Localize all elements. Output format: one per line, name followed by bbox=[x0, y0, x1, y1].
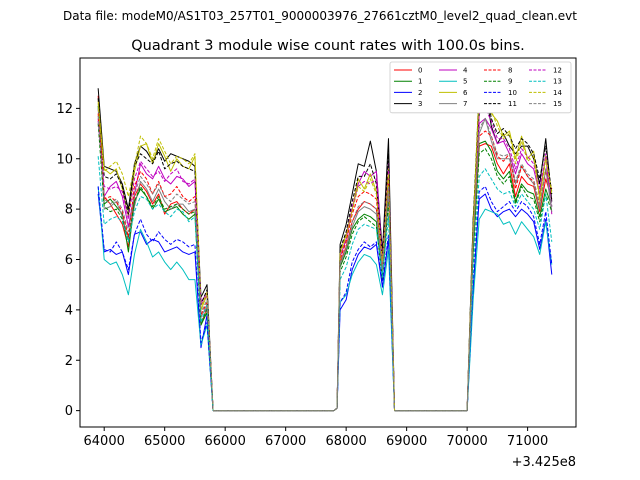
legend-label-12: 12 bbox=[553, 67, 562, 75]
series-1-line-segment-0 bbox=[97, 105, 214, 411]
legend-label-0: 0 bbox=[418, 67, 422, 75]
legend-box bbox=[389, 61, 572, 114]
legend-label-3: 3 bbox=[418, 100, 422, 108]
legend-label-9: 9 bbox=[508, 78, 512, 86]
x-tick-label: 65000 bbox=[144, 434, 185, 449]
legend-label-7: 7 bbox=[463, 100, 467, 108]
series-11-line-segment-0 bbox=[97, 98, 214, 411]
series-10-line-segment-0 bbox=[97, 186, 214, 411]
series-8-line-segment-0 bbox=[97, 113, 214, 411]
legend-label-6: 6 bbox=[463, 89, 468, 97]
legend-label-4: 4 bbox=[463, 67, 468, 75]
y-tick-label: 10 bbox=[56, 152, 73, 167]
legend-label-15: 15 bbox=[553, 100, 562, 108]
x-tick-label: 68000 bbox=[325, 434, 366, 449]
chart-suptitle: Data file: modeM0/AS1T03_257T01_90000039… bbox=[63, 9, 577, 23]
series-9-line-segment-0 bbox=[97, 123, 214, 411]
series-9-line-segment-4 bbox=[466, 148, 553, 411]
series-13-line-segment-4 bbox=[466, 168, 553, 411]
x-offset-label: +3.425e8 bbox=[512, 455, 576, 470]
legend-label-2: 2 bbox=[418, 89, 422, 97]
y-tick-label: 12 bbox=[56, 102, 73, 117]
plot-area bbox=[80, 58, 576, 427]
legend-label-8: 8 bbox=[508, 67, 512, 75]
series-layer bbox=[97, 77, 553, 412]
plot-frame bbox=[79, 57, 577, 428]
x-tick-label: 64000 bbox=[84, 434, 125, 449]
legend-label-14: 14 bbox=[553, 89, 562, 97]
y-tick-label: 8 bbox=[65, 203, 73, 218]
legend-label-10: 10 bbox=[508, 89, 517, 97]
series-11-line-segment-2 bbox=[333, 153, 396, 412]
series-1-line-segment-4 bbox=[466, 140, 553, 411]
series-2-line-segment-4 bbox=[466, 193, 553, 411]
y-tick-label: 6 bbox=[65, 253, 73, 268]
x-tick-label: 66000 bbox=[204, 434, 245, 449]
legend-label-1: 1 bbox=[418, 78, 422, 86]
legend-label-5: 5 bbox=[463, 78, 467, 86]
x-tick-label: 69000 bbox=[386, 434, 427, 449]
series-13-line-segment-0 bbox=[97, 156, 214, 411]
x-tick-label: 70000 bbox=[446, 434, 487, 449]
series-4-line-segment-0 bbox=[97, 118, 214, 411]
x-tick-label: 67000 bbox=[265, 434, 306, 449]
y-tick-label: 2 bbox=[65, 354, 73, 369]
series-0-line-segment-4 bbox=[466, 143, 553, 411]
series-6-line-segment-0 bbox=[97, 100, 214, 411]
series-5-line-segment-0 bbox=[97, 186, 214, 411]
series-12-line-segment-0 bbox=[97, 120, 214, 411]
series-14-line-segment-4 bbox=[466, 82, 553, 411]
series-5-line-segment-4 bbox=[466, 208, 553, 411]
legend-label-11: 11 bbox=[508, 100, 517, 108]
series-2-line-segment-0 bbox=[97, 193, 214, 411]
series-15-line-segment-4 bbox=[466, 117, 553, 411]
series-15-line-segment-2 bbox=[333, 185, 396, 412]
ticks-layer: 64000 65000 66000 67000 68000 69000 70000 71000… bbox=[56, 102, 548, 449]
chart-title: Quadrant 3 module wise count rates with … bbox=[131, 38, 525, 54]
series-13-line-segment-2 bbox=[333, 216, 396, 412]
series-14-line-segment-0 bbox=[97, 103, 214, 411]
legend-label-13: 13 bbox=[553, 78, 562, 86]
series-7-line-segment-4 bbox=[466, 117, 553, 411]
series-15-line-segment-0 bbox=[97, 115, 214, 411]
y-tick-label: 4 bbox=[65, 303, 73, 318]
y-tick-label: 0 bbox=[65, 404, 73, 419]
x-tick-label: 71000 bbox=[507, 434, 548, 449]
series-10-line-segment-4 bbox=[466, 185, 553, 411]
